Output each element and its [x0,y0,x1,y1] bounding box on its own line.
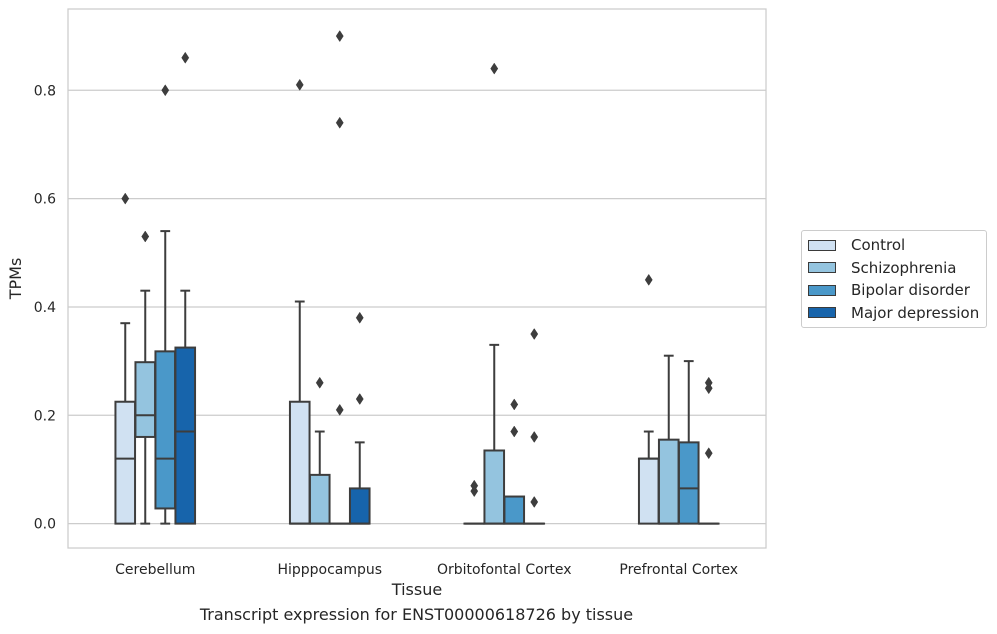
series-control [114,78,660,525]
box [174,346,197,525]
legend-swatch [808,239,836,251]
legend-swatch [808,307,836,319]
x-axis-ticks: Cerebellum Hipppocampus Orbitofontal Corte… [115,562,738,578]
y-axis-title: TPMs [6,258,25,301]
box [657,438,680,525]
outlier-point [355,311,364,324]
outlier-point [704,376,713,389]
legend-item: Schizophrenia [808,257,986,280]
x-axis-title: Tissue [391,580,442,599]
legend-item: Major depression [808,302,986,325]
outlier-point [490,62,499,75]
outlier-point [530,495,539,508]
y-axis-ticks: 0.0 0.2 0.4 0.6 0.8 [34,83,56,532]
box [483,449,506,525]
outlier-point [470,479,479,492]
legend-label: Schizophrenia [851,258,957,277]
outlier-point [704,447,713,460]
outlier-point [530,328,539,340]
outlier-point [161,84,170,97]
y-tick-label: 0.2 [34,408,56,424]
series-major-depression [174,51,720,525]
outlier-point [510,398,519,411]
outlier-point [141,230,150,243]
outlier-point [335,30,344,43]
x-tick-label: Cerebellum [115,562,195,578]
legend-item: Bipolar disorder [808,279,986,302]
box-series [114,30,720,525]
y-tick-label: 0.6 [34,192,56,208]
legend-label: Bipolar disorder [851,281,970,300]
box [677,441,700,525]
outlier-point [315,376,324,389]
plot-frame [67,8,767,549]
x-tick-label: Hipppocampus [277,562,382,578]
figure-caption: Transcript expression for ENST0000061872… [199,605,634,624]
outlier-point [295,78,304,91]
box [503,495,526,525]
outlier-point [644,273,653,286]
outlier-point [355,393,364,405]
x-tick-label: Prefrontal Cortex [619,562,738,578]
box [308,473,331,525]
box [154,350,177,510]
legend-swatch [808,262,836,274]
outlier-point [335,403,344,416]
outlier-point [510,425,519,438]
x-tick-label: Orbitofontal Cortex [437,562,572,578]
series-bipolar-disorder [154,30,700,525]
box [134,361,157,438]
outlier-point [335,116,344,129]
y-tick-label: 0.8 [34,83,56,99]
series-schizophrenia [134,62,680,525]
y-tick-label: 0.0 [34,517,56,533]
outlier-point [121,192,130,205]
outlier-point [530,430,539,443]
legend-swatch [808,284,836,296]
outlier-point [181,51,190,64]
box [348,487,371,525]
box [637,457,660,525]
box [114,400,137,525]
legend-item: Control [808,234,986,257]
legend-label: Major depression [851,303,980,322]
legend-label: Control [851,236,906,255]
box [288,400,311,525]
legend: Control Schizophrenia Bipolar disorder Majo… [801,230,987,328]
y-tick-label: 0.4 [34,300,56,316]
